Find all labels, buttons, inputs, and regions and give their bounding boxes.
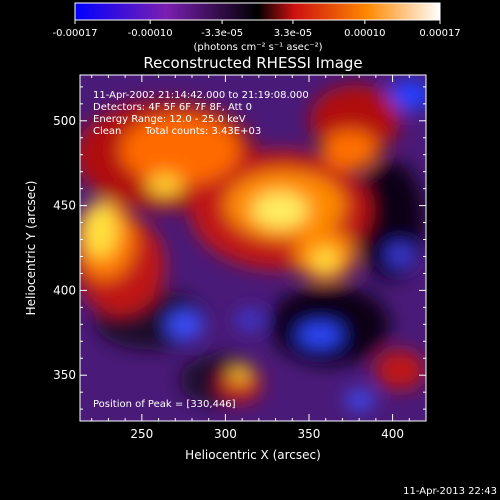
colorbar-tick-label: 3.3e-05	[274, 28, 312, 39]
peak-position-label: Position of Peak = [330,446]	[93, 399, 236, 410]
colorbar-tick-label: -0.00010	[128, 28, 173, 39]
colorbar-tick-label: -3.3e-05	[201, 28, 243, 39]
y-tick-label: 500	[53, 114, 76, 128]
x-axis-title: Heliocentric X (arcsec)	[185, 448, 321, 462]
plot-title: Reconstructed RHESSI Image	[143, 54, 362, 72]
y-tick-label: 400	[53, 283, 76, 297]
y-tick-label: 450	[53, 199, 76, 213]
info-time-range: 11-Apr-2002 21:14:42.000 to 21:19:08.000	[93, 90, 309, 101]
info-algorithm: Clean	[93, 126, 121, 137]
info-total-counts: Total counts: 3.43E+03	[144, 126, 261, 137]
info-detectors: Detectors: 4F 5F 6F 7F 8F, Att 0	[93, 102, 252, 113]
colorbar-tick-label: 0.00010	[344, 28, 385, 39]
colorbar-tick-label: -0.00017	[53, 28, 98, 39]
y-tick-label: 350	[53, 368, 76, 382]
image-area	[80, 75, 426, 421]
x-tick-label: 250	[130, 427, 153, 441]
x-tick-label: 350	[298, 427, 321, 441]
footer-timestamp: 11-Apr-2013 22:43	[403, 486, 497, 497]
x-tick-label: 300	[214, 427, 237, 441]
colorbar-units-label: (photons cm⁻² s⁻¹ asec⁻²)	[193, 42, 322, 53]
colorbar-tick-label: 0.00017	[419, 28, 460, 39]
plot-frame	[79, 74, 427, 422]
axis-ticks: 250 300 350 400 350 400 450 500	[53, 75, 427, 441]
colorbar	[74, 2, 441, 21]
info-energy-range: Energy Range: 12.0 - 25.0 keV	[93, 114, 246, 125]
x-tick-label: 400	[381, 427, 404, 441]
y-axis-title: Heliocentric Y (arcsec)	[24, 181, 38, 316]
colorbar-ticks: -0.00017 -0.00010 -3.3e-05 3.3e-05 0.00010 0.…	[53, 20, 461, 39]
